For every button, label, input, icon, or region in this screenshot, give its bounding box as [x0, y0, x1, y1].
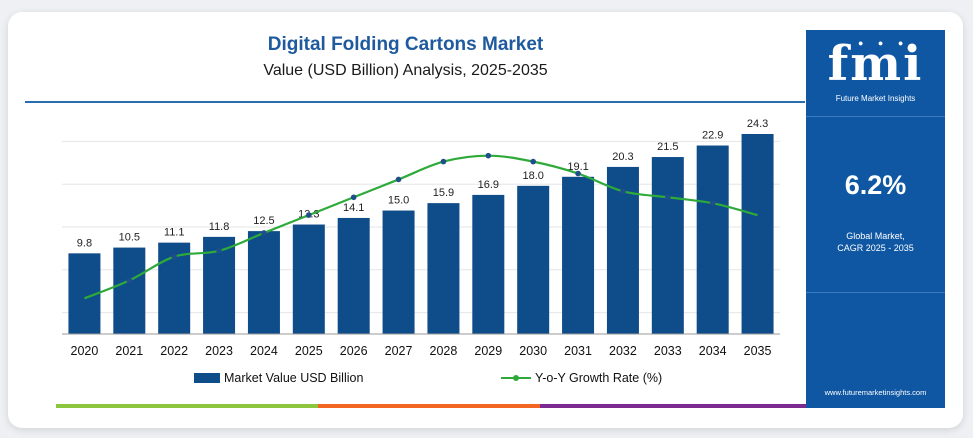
bar-label-2024: 12.5	[253, 215, 274, 227]
bar-label-2035: 24.3	[747, 118, 768, 130]
x-tick-2021: 2021	[115, 344, 143, 358]
bar-2028	[427, 203, 460, 334]
logo-dots-icon: ● ● ●	[858, 38, 910, 48]
legend-bar-swatch	[194, 373, 220, 383]
growth-point-2024	[261, 230, 267, 236]
growth-point-2034	[709, 200, 716, 207]
bar-2035	[741, 133, 774, 334]
cagr-label-line2: CAGR 2025 - 2035	[837, 243, 914, 253]
bar-label-2028: 15.9	[433, 187, 454, 199]
cagr-value: 6.2%	[844, 170, 907, 200]
title-divider	[25, 101, 805, 103]
x-tick-2031: 2031	[564, 344, 592, 358]
bar-label-2032: 20.3	[612, 151, 633, 163]
website-url[interactable]: www.futuremarketinsights.com	[824, 388, 927, 397]
stripe-purple	[540, 404, 806, 408]
x-tick-2032: 2032	[609, 344, 637, 358]
sidebar-divider-lower	[806, 292, 945, 293]
x-tick-2028: 2028	[430, 344, 458, 358]
x-tick-2023: 2023	[205, 344, 233, 358]
bar-label-2020: 9.8	[77, 237, 92, 249]
sidebar-divider	[806, 116, 945, 117]
bar-label-2021: 10.5	[119, 232, 140, 244]
bar-label-2031: 19.1	[567, 161, 588, 173]
bar-label-2023: 11.8	[209, 221, 230, 233]
bar-2027	[382, 210, 415, 334]
bar-2021	[113, 247, 146, 334]
chart-subtitle: Value (USD Billion) Analysis, 2025-2035	[263, 62, 548, 79]
bar-2024	[247, 231, 280, 334]
bar-2032	[606, 166, 639, 334]
x-tick-2024: 2024	[250, 344, 278, 358]
legend-line-marker	[513, 375, 519, 381]
chart-card: Digital Folding Cartons Market Value (US…	[8, 12, 963, 428]
bar-2034	[696, 145, 729, 334]
stripe-orange	[318, 404, 540, 408]
x-tick-2033: 2033	[654, 344, 682, 358]
cagr-label-line1: Global Market,	[846, 231, 905, 241]
x-tick-2026: 2026	[340, 344, 368, 358]
growth-rate-line	[84, 154, 758, 300]
chart-title: Digital Folding Cartons Market	[267, 34, 544, 55]
stripe-green	[56, 404, 318, 408]
growth-point-2030	[530, 158, 536, 165]
bar-label-2034: 22.9	[702, 130, 723, 142]
growth-point-2025	[306, 212, 312, 218]
bar-label-2030: 18.0	[522, 170, 543, 182]
x-tick-2030: 2030	[519, 344, 547, 358]
fmi-logo: fmi	[827, 36, 924, 92]
bar-label-2029: 16.9	[478, 179, 499, 191]
bar-2031	[562, 176, 595, 334]
x-tick-2029: 2029	[474, 344, 502, 358]
bar-2033	[651, 157, 684, 334]
x-tick-2035: 2035	[744, 344, 772, 358]
growth-point-2031	[575, 170, 581, 177]
x-tick-2022: 2022	[160, 344, 188, 358]
x-tick-2025: 2025	[295, 344, 323, 358]
x-tick-2020: 2020	[71, 344, 99, 358]
legend-line-label: Y-o-Y Growth Rate (%)	[535, 371, 662, 385]
bar-2029	[472, 194, 505, 334]
growth-point-2026	[350, 194, 357, 201]
x-tick-2034: 2034	[699, 344, 727, 358]
growth-point-2022	[171, 253, 177, 260]
sidebar-panel: ● ● ● fmi Future Market Insights 6.2% Gl…	[806, 30, 945, 408]
growth-point-2029	[485, 152, 492, 159]
x-tick-2027: 2027	[385, 344, 413, 358]
growth-point-2033	[665, 194, 671, 201]
bar-2030	[517, 185, 550, 334]
growth-point-2023	[216, 247, 222, 254]
bar-label-2022: 11.1	[164, 227, 185, 239]
logo-subtitle: Future Market Insights	[835, 94, 916, 103]
growth-point-2032	[620, 188, 626, 195]
chart-plot: 9.8 2020 10.5 2021 11.1 2022 11.8 2023 12.5 2024 1…	[62, 118, 780, 385]
growth-point-2021	[126, 277, 133, 284]
bar-label-2027: 15.0	[388, 195, 409, 207]
bar-2025	[292, 224, 325, 334]
growth-point-2027	[395, 176, 402, 183]
bar-label-2026: 14.1	[343, 202, 364, 214]
bar-2026	[337, 217, 370, 334]
cagr-label: Global Market, CAGR 2025 - 2035	[806, 230, 945, 254]
growth-point-2028	[440, 158, 447, 165]
legend-bar-label: Market Value USD Billion	[224, 371, 363, 385]
bar-label-2033: 21.5	[657, 141, 678, 153]
